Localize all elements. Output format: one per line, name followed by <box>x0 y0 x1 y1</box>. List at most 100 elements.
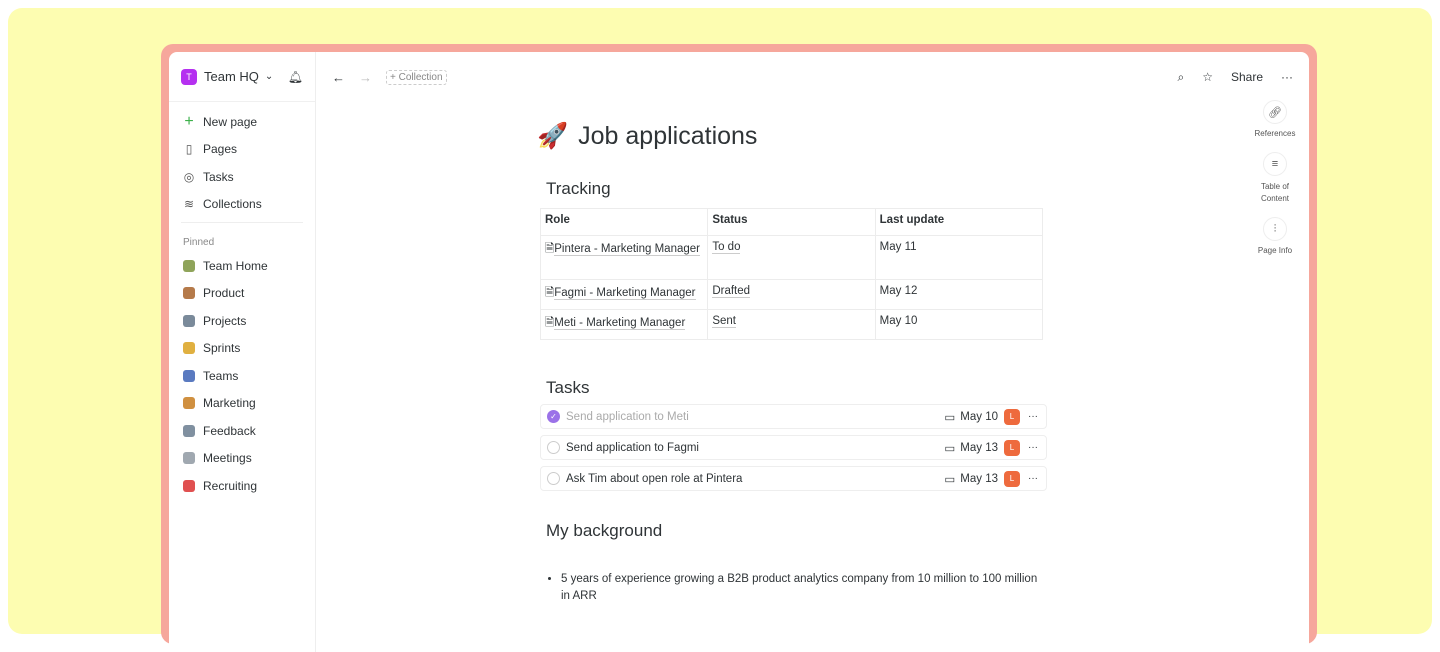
link-icon: 🔗︎ <box>1263 100 1287 124</box>
role-cell[interactable]: 🗎︎Pintera - Marketing Manager <box>539 235 709 280</box>
more-icon[interactable]: ··· <box>1028 411 1038 422</box>
sidebar-item-collections[interactable]: ≋ Collections <box>169 191 315 219</box>
workspace-switcher[interactable]: T Team HQ ⌄ 🔔︎ <box>169 52 315 102</box>
sidebar-item-label: Marketing <box>203 396 256 411</box>
calendar-icon: ▭ <box>944 411 956 424</box>
layers-icon: ≋ <box>183 197 195 212</box>
sidebar-pinned-item[interactable]: Product <box>169 280 315 308</box>
sidebar-pinned-item[interactable]: Teams <box>169 362 315 390</box>
sidebar-pinned-item[interactable]: Projects <box>169 307 315 335</box>
page-title[interactable]: 🚀 Job applications <box>537 122 1047 151</box>
sidebar-item-label: New page <box>203 114 258 129</box>
more-icon[interactable]: ··· <box>1281 70 1293 84</box>
sidebar-pinned-item[interactable]: Recruiting <box>169 472 315 500</box>
page-emoji-icon <box>183 342 195 355</box>
chevron-down-icon[interactable]: ⌄ <box>264 71 274 82</box>
plus-icon: + <box>184 112 194 130</box>
sidebar-item-label: Tasks <box>203 169 234 184</box>
sidebar-item-pages[interactable]: ▯ Pages <box>169 136 315 164</box>
sidebar-pinned-item[interactable]: Sprints <box>169 335 315 363</box>
sidebar-item-label: Pages <box>203 142 238 157</box>
sidebar-item-tasks[interactable]: ◎ Tasks <box>169 163 315 191</box>
task-date[interactable]: May 10 <box>960 410 998 423</box>
date-cell[interactable]: May 11 <box>874 235 1044 280</box>
task-text[interactable]: Ask Tim about open role at Pintera <box>566 472 743 485</box>
sidebar-pinned-item[interactable]: Feedback <box>169 417 315 445</box>
role-link[interactable]: Fagmi - Marketing Manager <box>554 287 696 300</box>
add-collection-button[interactable]: + Collection <box>386 69 447 85</box>
sidebar-item-label: Teams <box>203 368 239 383</box>
page-info-button[interactable]: ⫶ Page Info <box>1249 217 1301 255</box>
status-cell[interactable]: To do <box>707 235 876 280</box>
background-heading: My background <box>546 521 663 540</box>
status-value: Drafted <box>712 285 751 298</box>
sliders-icon: ⫶ <box>1263 217 1287 241</box>
sidebar-item-label: Meetings <box>203 451 252 466</box>
page-emoji-icon <box>183 424 195 437</box>
table-row: 🗎︎Pintera - Marketing Manager To do May 11 <box>539 235 1044 280</box>
table-row: 🗎︎Meti - Marketing Manager Sent May 10 <box>539 309 1044 340</box>
status-value: Sent <box>712 315 736 328</box>
more-icon[interactable]: ··· <box>1028 473 1038 484</box>
table-row: 🗎︎Fagmi - Marketing Manager Drafted May 12 <box>539 279 1044 310</box>
page-emoji-icon <box>183 397 195 410</box>
back-arrow-icon[interactable]: ← <box>332 69 345 85</box>
search-icon[interactable]: ⌕ <box>1177 69 1185 84</box>
role-link[interactable]: Meti - Marketing Manager <box>554 317 686 330</box>
task-date[interactable]: May 13 <box>960 441 998 454</box>
date-cell[interactable]: May 10 <box>874 309 1044 340</box>
task-text[interactable]: Send application to Meti <box>566 410 689 423</box>
role-cell[interactable]: 🗎︎Meti - Marketing Manager <box>539 309 709 340</box>
right-rail: 🔗︎ References ≡ Table of Content ⫶ Page Inf… <box>1249 100 1301 255</box>
checkbox[interactable] <box>547 441 560 454</box>
tracking-table: Role Status Last update 🗎︎Pintera - Marketi… <box>539 208 1044 340</box>
more-icon[interactable]: ··· <box>1028 442 1038 453</box>
table-of-content-button[interactable]: ≡ Table of Content <box>1249 152 1301 205</box>
date-cell[interactable]: May 12 <box>874 279 1044 310</box>
workspace-logo: T <box>181 68 197 85</box>
checked-checkbox[interactable]: ✓ <box>547 410 560 423</box>
page-emoji-icon <box>183 369 195 382</box>
task-item[interactable]: Send application to Fagmi ▭ May 13 L ··· <box>540 435 1047 460</box>
app-frame: T Team HQ ⌄ 🔔︎ + New page ▯ Pages ◎ Tasks ≋… <box>161 44 1317 652</box>
sidebar-item-new-page[interactable]: + New page <box>169 108 315 136</box>
task-item[interactable]: Ask Tim about open role at Pintera ▭ May 1… <box>540 466 1047 491</box>
assignee-avatar[interactable]: L <box>1004 408 1020 425</box>
sidebar-pinned-item[interactable]: Meetings <box>169 445 315 473</box>
sidebar-pinned-item[interactable]: Team Home <box>169 252 315 280</box>
bell-icon[interactable]: 🔔︎ <box>287 69 303 84</box>
sidebar-pinned-item[interactable]: Marketing <box>169 390 315 418</box>
page-title-text: Job applications <box>578 122 758 150</box>
tracking-heading: Tracking <box>546 179 611 198</box>
rocket-icon: 🚀 <box>537 122 569 150</box>
checkbox[interactable] <box>547 472 560 485</box>
assignee-avatar[interactable]: L <box>1004 439 1020 456</box>
pinned-heading: Pinned <box>183 237 215 248</box>
page-emoji-icon <box>183 479 195 492</box>
task-date[interactable]: May 13 <box>960 472 998 485</box>
sidebar: T Team HQ ⌄ 🔔︎ + New page ▯ Pages ◎ Tasks ≋… <box>169 52 316 652</box>
status-cell[interactable]: Drafted <box>707 279 876 310</box>
status-value: To do <box>712 241 741 254</box>
status-cell[interactable]: Sent <box>707 309 876 340</box>
task-text[interactable]: Send application to Fagmi <box>566 441 699 454</box>
share-button[interactable]: Share <box>1230 70 1263 84</box>
references-button[interactable]: 🔗︎ References <box>1249 100 1301 138</box>
role-cell[interactable]: 🗎︎Fagmi - Marketing Manager <box>539 279 709 310</box>
assignee-avatar[interactable]: L <box>1004 470 1020 487</box>
calendar-icon: ▭ <box>944 442 956 455</box>
star-icon[interactable]: ☆ <box>1202 70 1213 84</box>
check-circle-icon: ◎ <box>183 169 195 184</box>
top-bar: ← → + Collection ⌕ ☆ Share ··· <box>316 52 1309 102</box>
page-icon: ▯ <box>185 142 193 157</box>
sidebar-item-label: Feedback <box>203 423 256 438</box>
page-icon: 🗎︎ <box>545 243 555 255</box>
role-link[interactable]: Pintera - Marketing Manager <box>554 243 700 256</box>
page-icon: 🗎︎ <box>545 317 555 329</box>
column-header: Last update <box>874 208 1044 236</box>
background-list: 5 years of experience growing a B2B prod… <box>561 571 1041 605</box>
forward-arrow-icon[interactable]: → <box>359 69 372 85</box>
sidebar-item-label: Team Home <box>203 258 268 273</box>
task-item[interactable]: ✓ Send application to Meti ▭ May 10 L ··· <box>540 404 1047 429</box>
page-emoji-icon <box>183 287 195 300</box>
